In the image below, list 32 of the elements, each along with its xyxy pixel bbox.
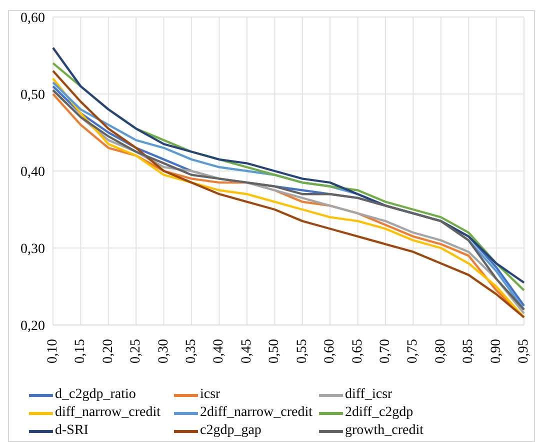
legend-label: icsr [200,387,220,403]
y-tick-label: 0,20 [20,318,45,334]
legend-label: diff_narrow_credit [55,405,160,421]
x-tick-label: 0,45 [239,339,254,364]
legend-label: d-SRI [55,423,88,439]
y-tick-label: 0,50 [20,88,45,103]
x-tick-label: 0,75 [406,339,421,364]
y-tick-label: 0,30 [20,242,45,257]
x-tick-label: 0,30 [156,339,172,364]
x-tick-label: 0,35 [184,339,200,364]
x-tick-label: 0,90 [488,339,504,364]
x-tick-label: 0,20 [100,339,116,364]
x-tick-label: 0,70 [378,339,393,364]
x-tick-label: 0,40 [212,339,227,364]
x-tick-label: 0,25 [128,339,144,364]
y-tick-label: 0,40 [20,164,45,180]
x-tick-label: 0,60 [322,339,338,364]
x-tick-label: 0,85 [461,339,476,364]
legend-label: c2gdp_gap [200,423,262,439]
legend-label: 2diff_c2gdp [345,405,414,421]
x-tick-label: 0,80 [433,339,448,364]
legend-label: diff_icsr [345,387,392,403]
x-tick-label: 0,15 [73,339,88,364]
x-tick-label: 0,50 [267,339,282,364]
legend-label: 2diff_narrow_credit [200,405,312,421]
x-tick-label: 0,65 [350,339,366,364]
y-tick-label: 0,60 [20,10,45,26]
x-tick-label: 0,95 [516,339,532,364]
legend-label: growth_credit [345,423,424,439]
x-tick-label: 0,10 [46,339,60,364]
x-tick-label: 0,55 [294,339,310,364]
legend-label: d_c2gdp_ratio [55,387,136,403]
